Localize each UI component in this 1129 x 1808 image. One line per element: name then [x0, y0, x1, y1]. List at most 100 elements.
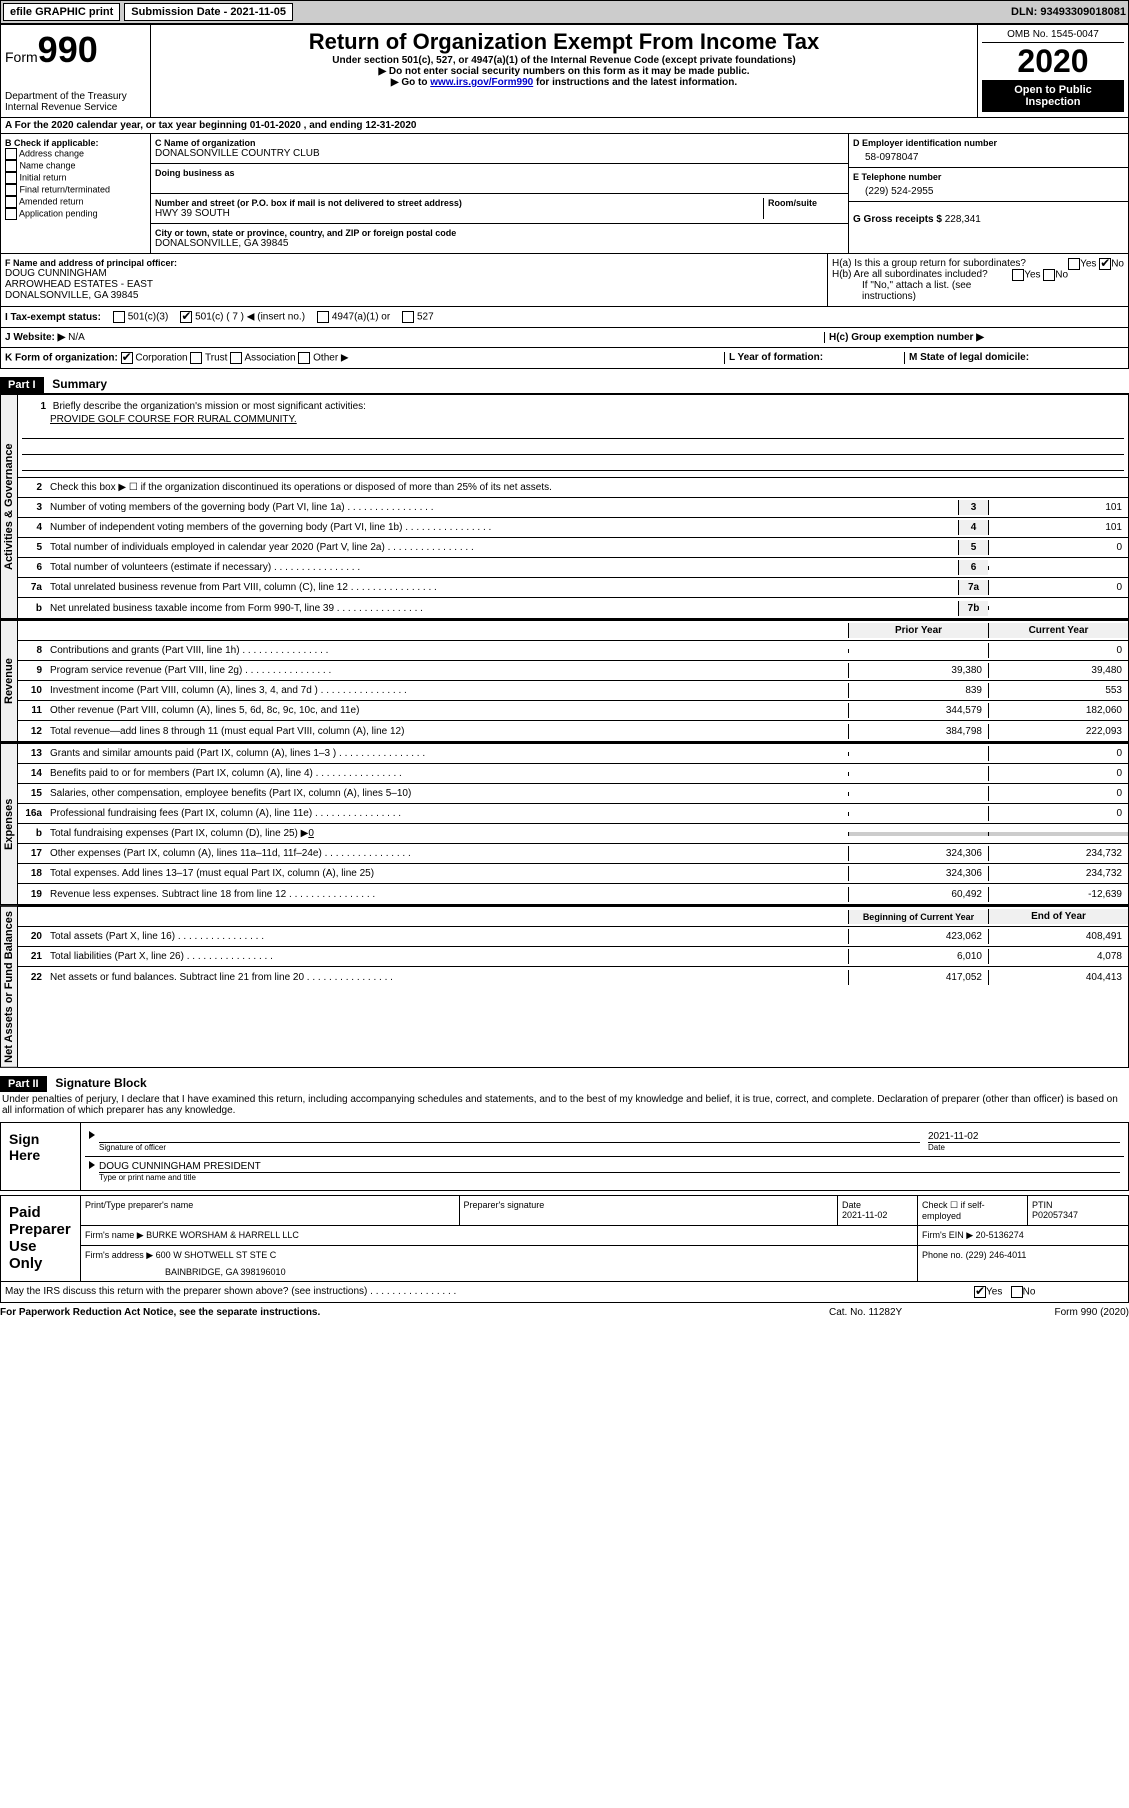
- preparer-section: Paid Preparer Use Only Print/Type prepar…: [0, 1195, 1129, 1282]
- section-f-h: F Name and address of principal officer:…: [0, 254, 1129, 307]
- firm-addr-label: Firm's address ▶: [85, 1250, 153, 1260]
- sign-here-label: Sign Here: [1, 1123, 81, 1190]
- amended-return-checkbox[interactable]: [5, 196, 17, 208]
- revenue-section: Revenue Prior YearCurrent Year 8Contribu…: [0, 619, 1129, 742]
- ein-label: D Employer identification number: [853, 138, 1124, 148]
- line7a-value: 0: [988, 580, 1128, 595]
- phone-label: E Telephone number: [853, 172, 1124, 182]
- net-assets-section: Net Assets or Fund Balances Beginning of…: [0, 905, 1129, 1068]
- hb-yes-checkbox[interactable]: [1012, 269, 1024, 281]
- line12-text: Total revenue—add lines 8 through 11 (mu…: [46, 724, 848, 739]
- footer-mid: Cat. No. 11282Y: [829, 1307, 979, 1318]
- line5-value: 0: [988, 540, 1128, 555]
- line16a-current: 0: [988, 806, 1128, 821]
- line14-prior: [848, 772, 988, 776]
- activities-governance-label: Activities & Governance: [0, 394, 18, 619]
- org-name: DONALSONVILLE COUNTRY CLUB: [155, 148, 844, 159]
- final-return-checkbox[interactable]: [5, 184, 17, 196]
- trust-checkbox[interactable]: [190, 352, 202, 364]
- line13-text: Grants and similar amounts paid (Part IX…: [46, 746, 848, 761]
- line19-prior: 60,492: [848, 887, 988, 902]
- line8-prior: [848, 649, 988, 653]
- top-bar: efile GRAPHIC print Submission Date - 20…: [0, 0, 1129, 24]
- page-footer: For Paperwork Reduction Act Notice, see …: [0, 1303, 1129, 1322]
- submission-date-label: Submission Date - 2021-11-05: [124, 3, 293, 21]
- corp-checkbox[interactable]: [121, 352, 133, 364]
- line20-prior: 423,062: [848, 929, 988, 944]
- application-pending-checkbox[interactable]: [5, 208, 17, 220]
- line17-text: Other expenses (Part IX, column (A), lin…: [46, 846, 848, 861]
- street-address: HWY 39 SOUTH: [155, 208, 763, 219]
- org-name-label: C Name of organization: [155, 138, 844, 148]
- prep-date: 2021-11-02: [842, 1210, 887, 1220]
- line15-prior: [848, 792, 988, 796]
- hb-note: If "No," attach a list. (see instruction…: [832, 280, 1124, 302]
- line21-text: Total liabilities (Part X, line 26): [46, 949, 848, 964]
- line8-text: Contributions and grants (Part VIII, lin…: [46, 643, 848, 658]
- year-formation-label: L Year of formation:: [729, 352, 823, 363]
- line5-text: Total number of individuals employed in …: [46, 540, 958, 555]
- line10-current: 553: [988, 683, 1128, 698]
- hb-no-checkbox[interactable]: [1043, 269, 1055, 281]
- paid-preparer-label: Paid Preparer Use Only: [1, 1196, 81, 1281]
- discuss-row: May the IRS discuss this return with the…: [0, 1282, 1129, 1303]
- dept-treasury: Department of the Treasury: [5, 91, 146, 102]
- tax-year: 2020: [982, 43, 1124, 80]
- line18-current: 234,732: [988, 866, 1128, 881]
- name-change-checkbox[interactable]: [5, 160, 17, 172]
- line22-text: Net assets or fund balances. Subtract li…: [46, 970, 848, 985]
- website-label: J Website: ▶: [5, 332, 65, 343]
- room-label: Room/suite: [768, 198, 844, 208]
- part1-badge: Part I: [0, 377, 44, 393]
- dba-label: Doing business as: [155, 168, 844, 178]
- firm-addr1: 600 W SHOTWELL ST STE C: [156, 1250, 277, 1260]
- efile-print-button[interactable]: efile GRAPHIC print: [3, 3, 120, 21]
- assoc-checkbox[interactable]: [230, 352, 242, 364]
- line17-current: 234,732: [988, 846, 1128, 861]
- website-value: N/A: [68, 332, 85, 343]
- line18-text: Total expenses. Add lines 13–17 (must eq…: [46, 866, 848, 881]
- line10-prior: 839: [848, 683, 988, 698]
- firm-ein-label: Firm's EIN ▶: [922, 1230, 973, 1240]
- 4947-checkbox[interactable]: [317, 311, 329, 323]
- self-employed-label: Check ☐ if self-employed: [918, 1196, 1028, 1225]
- city-state-zip: DONALSONVILLE, GA 39845: [155, 238, 844, 249]
- 501c3-checkbox[interactable]: [113, 311, 125, 323]
- sig-officer-label: Signature of officer: [99, 1142, 920, 1152]
- state-domicile-label: M State of legal domicile:: [909, 352, 1029, 363]
- discuss-yes-checkbox[interactable]: [974, 1286, 986, 1298]
- address-change-checkbox[interactable]: [5, 148, 17, 160]
- ha-yes-checkbox[interactable]: [1068, 258, 1080, 270]
- line-a-period: A For the 2020 calendar year, or tax yea…: [0, 118, 1129, 134]
- irs-link[interactable]: www.irs.gov/Form990: [430, 77, 533, 88]
- line22-prior: 417,052: [848, 970, 988, 985]
- line19-current: -12,639: [988, 887, 1128, 902]
- subtitle-1: Under section 501(c), 527, or 4947(a)(1)…: [155, 55, 973, 66]
- line7b-value: [988, 606, 1128, 610]
- line21-prior: 6,010: [848, 949, 988, 964]
- city-label: City or town, state or province, country…: [155, 228, 844, 238]
- revenue-label: Revenue: [0, 620, 18, 742]
- line3-value: 101: [988, 500, 1128, 515]
- initial-return-checkbox[interactable]: [5, 172, 17, 184]
- firm-ein: 20-5136274: [976, 1230, 1024, 1240]
- 527-checkbox[interactable]: [402, 311, 414, 323]
- ha-no-checkbox[interactable]: [1099, 258, 1111, 270]
- 501c-checkbox[interactable]: [180, 311, 192, 323]
- line18-prior: 324,306: [848, 866, 988, 881]
- sig-date: 2021-11-02: [928, 1131, 1120, 1142]
- line2-text: Check this box ▶ ☐ if the organization d…: [46, 480, 1128, 495]
- perjury-declaration: Under penalties of perjury, I declare th…: [0, 1092, 1129, 1118]
- date-label: Date: [928, 1142, 1120, 1152]
- goto-prefix: ▶ Go to: [391, 77, 430, 88]
- type-name-label: Type or print name and title: [99, 1172, 1120, 1182]
- line16b-value: 0: [308, 828, 314, 839]
- hc-label: H(c) Group exemption number ▶: [829, 332, 984, 343]
- discuss-no-checkbox[interactable]: [1011, 1286, 1023, 1298]
- line10-text: Investment income (Part VIII, column (A)…: [46, 683, 848, 698]
- other-checkbox[interactable]: [298, 352, 310, 364]
- line22-current: 404,413: [988, 970, 1128, 985]
- ha-label: H(a) Is this a group return for subordin…: [832, 258, 1026, 269]
- street-label: Number and street (or P.O. box if mail i…: [155, 198, 763, 208]
- gross-receipts-value: 228,341: [945, 214, 981, 225]
